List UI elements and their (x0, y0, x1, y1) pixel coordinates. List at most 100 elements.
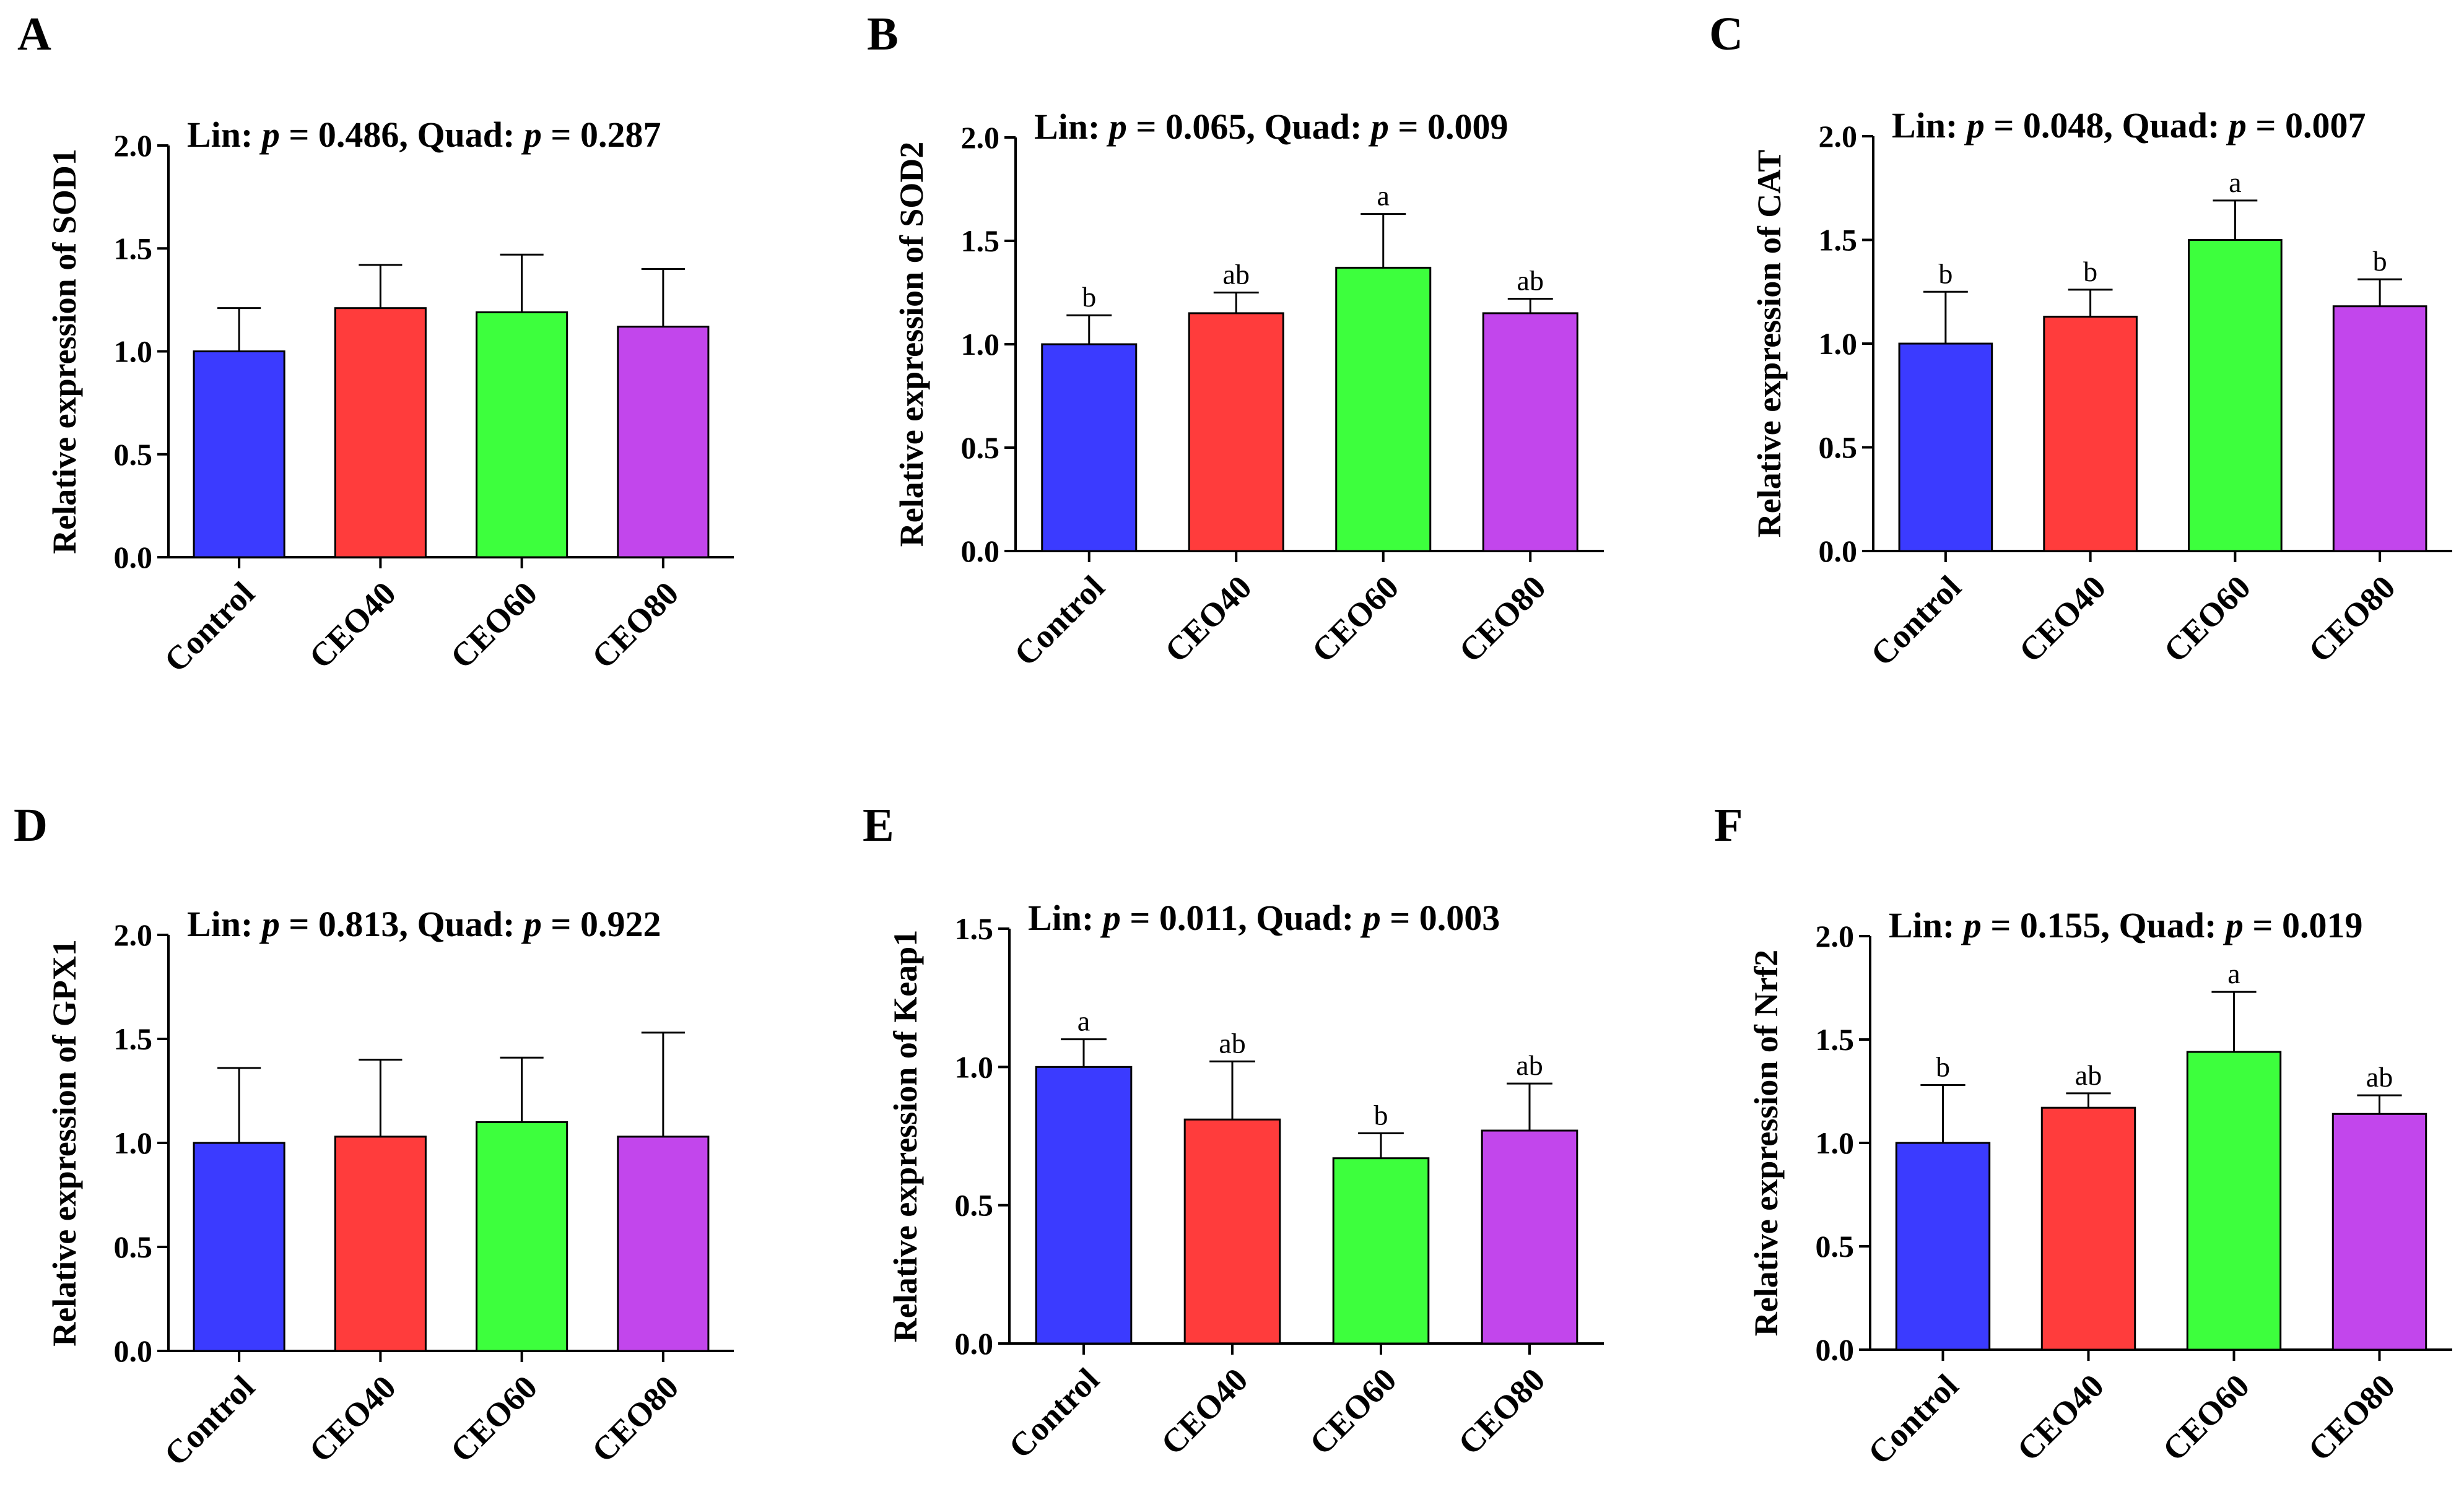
y-tick-label: 1.5 (114, 231, 153, 266)
bar-ceo80 (617, 326, 710, 558)
y-tick-label: 0.0 (1816, 1332, 1855, 1367)
y-tick-label: 0.5 (1819, 430, 1858, 465)
y-tick-label: 1.0 (114, 334, 153, 369)
y-axis-label: Relative expression of Nrf2 (1748, 950, 1785, 1336)
x-tick-label: CEO60 (443, 575, 544, 675)
stat-part-2: = 0.813, (280, 904, 417, 944)
stat-part-4: p (521, 115, 542, 155)
bar-ceo60 (2186, 1051, 2282, 1351)
bar-ceo80 (1482, 312, 1578, 552)
stat-line: Lin: p = 0.011, Quad: p = 0.003 (1028, 898, 1500, 938)
x-tick-label: CEO60 (2156, 1367, 2257, 1468)
panel-e: E Lin: p = 0.011, Quad: p = 0.003 0.0 0.5 1.… (863, 799, 1604, 1465)
panel-c: C Lin: p = 0.048, Quad: p = 0.007 0.0 0.5 1.… (1709, 8, 2452, 673)
y-tick-label: 0.0 (114, 1334, 153, 1368)
panel-letter: E (863, 799, 894, 851)
bar-ceo80 (617, 1135, 710, 1352)
y-tick-label: 0.5 (961, 430, 1000, 465)
x-tick-label: CEO80 (1451, 1361, 1552, 1462)
x-tick-label: CEO40 (2010, 1367, 2111, 1468)
y-axis-label: Relative expression of Keap1 (887, 930, 924, 1342)
stat-part-5: = 0.287 (542, 115, 661, 155)
sig-letter: b (2083, 256, 2097, 287)
bar-control (193, 1142, 285, 1352)
bar-ceo80 (1481, 1129, 1578, 1345)
stat-part-2: = 0.486, (280, 115, 417, 155)
y-axis-label: Relative expression of CAT (1751, 150, 1788, 537)
y-tick-label: 0.0 (1819, 534, 1858, 568)
stat-part-3: Quad: (2122, 105, 2228, 145)
y-tick-label: 1.5 (114, 1022, 153, 1056)
x-tick-label: CEO40 (2012, 568, 2113, 669)
x-tick-label: CEO60 (1302, 1361, 1403, 1462)
stat-part-1: p (1106, 106, 1127, 147)
sig-letter: a (1077, 1005, 1090, 1037)
stat-line: Lin: p = 0.065, Quad: p = 0.009 (1034, 106, 1508, 147)
y-tick-label: 2.0 (1816, 919, 1855, 953)
bar-ceo40 (2043, 315, 2138, 552)
stat-part-4: p (521, 904, 542, 944)
y-tick-label: 2.0 (1819, 119, 1858, 154)
sig-letter: b (1936, 1051, 1950, 1082)
bar-ceo80 (2332, 305, 2427, 552)
y-tick-label: 0.0 (955, 1326, 994, 1361)
bar-control (193, 350, 285, 558)
sig-letter: ab (1219, 1027, 1245, 1059)
bar-ceo60 (1332, 1157, 1430, 1345)
sig-letter: a (2229, 167, 2241, 198)
stat-part-1: p (259, 115, 280, 155)
sig-letter: b (2373, 245, 2387, 277)
stat-part-5: = 0.007 (2247, 105, 2366, 145)
bar-ceo40 (1188, 312, 1284, 552)
stat-part-0: Lin: (1892, 105, 1967, 145)
stat-part-4: p (2222, 905, 2244, 945)
y-tick-label: 0.0 (114, 540, 153, 575)
y-tick-label: 1.5 (1816, 1022, 1855, 1057)
bar-control (1035, 1066, 1133, 1345)
bar-ceo40 (2040, 1106, 2136, 1351)
stat-part-2: = 0.048, (1985, 105, 2122, 145)
x-tick-label: CEO80 (585, 575, 686, 675)
panel-letter: D (14, 799, 48, 851)
y-tick-label: 1.5 (1819, 223, 1858, 258)
stat-part-0: Lin: (1889, 905, 1964, 945)
stat-part-1: p (1961, 905, 1982, 945)
y-tick-label: 0.5 (114, 1230, 153, 1264)
x-tick-label: Control (157, 575, 262, 679)
sig-letter: ab (2366, 1061, 2393, 1093)
x-tick-label: CEO80 (2301, 568, 2402, 669)
bar-ceo40 (334, 1135, 427, 1352)
stat-part-5: = 0.922 (542, 904, 661, 944)
stat-part-5: = 0.009 (1389, 106, 1508, 147)
y-tick-label: 0.0 (961, 534, 1000, 568)
x-tick-label: Control (157, 1368, 262, 1473)
stat-part-3: Quad: (1256, 898, 1362, 938)
stat-part-3: Quad: (417, 115, 523, 155)
y-tick-label: 0.5 (955, 1188, 994, 1223)
bar-ceo60 (2188, 239, 2283, 552)
stat-part-3: Quad: (1264, 106, 1370, 147)
y-tick-label: 1.5 (955, 911, 994, 946)
panel-letter: C (1709, 8, 1743, 60)
x-tick-label: CEO80 (585, 1368, 686, 1469)
panel-letter: B (867, 8, 899, 60)
x-tick-label: Control (1001, 1361, 1106, 1465)
stat-part-2: = 0.011, (1121, 898, 1256, 938)
stat-part-4: p (1368, 106, 1389, 147)
stat-part-4: p (1360, 898, 1381, 938)
sig-letter: ab (1516, 1049, 1543, 1081)
y-tick-label: 2.0 (961, 120, 1000, 155)
sig-letter: b (1082, 281, 1096, 313)
stat-part-1: p (1964, 105, 1985, 145)
stat-part-3: Quad: (2118, 905, 2225, 945)
panel-d: D Lin: p = 0.813, Quad: p = 0.922 0.0 0.5 1.… (14, 799, 734, 1473)
stat-part-0: Lin: (187, 904, 262, 944)
y-tick-label: 0.5 (114, 437, 153, 472)
stat-part-0: Lin: (1028, 898, 1103, 938)
stat-line: Lin: p = 0.155, Quad: p = 0.019 (1889, 905, 2362, 945)
y-axis-label: Relative expression of GPX1 (46, 939, 83, 1346)
stat-part-3: Quad: (417, 904, 523, 944)
stat-part-1: p (1100, 898, 1121, 938)
x-tick-label: CEO40 (1154, 1361, 1255, 1462)
